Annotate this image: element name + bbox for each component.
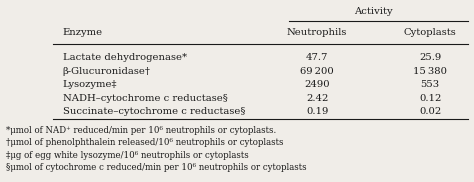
Text: NADH–cytochrome c reductase§: NADH–cytochrome c reductase§ <box>63 94 228 103</box>
Text: 47.7: 47.7 <box>306 53 328 62</box>
Text: Succinate–cytochrome c reductase§: Succinate–cytochrome c reductase§ <box>63 107 245 116</box>
Text: Lactate dehydrogenase*: Lactate dehydrogenase* <box>63 53 187 62</box>
Text: Activity: Activity <box>355 7 393 16</box>
Text: 69 200: 69 200 <box>300 67 334 76</box>
Text: *μmol of NAD⁺ reduced/min per 10⁶ neutrophils or cytoplasts.: *μmol of NAD⁺ reduced/min per 10⁶ neutro… <box>6 126 276 135</box>
Text: 15 380: 15 380 <box>413 67 447 76</box>
Text: Enzyme: Enzyme <box>63 28 103 37</box>
Text: 25.9: 25.9 <box>419 53 441 62</box>
Text: ‡μg of egg white lysozyme/10⁶ neutrophils or cytoplasts: ‡μg of egg white lysozyme/10⁶ neutrophil… <box>6 151 249 160</box>
Text: β-Glucuronidase†: β-Glucuronidase† <box>63 67 151 76</box>
Text: †μmol of phenolphthalein released/10⁶ neutrophils or cytoplasts: †μmol of phenolphthalein released/10⁶ ne… <box>6 139 283 147</box>
Text: 0.02: 0.02 <box>419 107 441 116</box>
Text: 2.42: 2.42 <box>306 94 328 103</box>
Text: Lysozyme‡: Lysozyme‡ <box>63 80 117 89</box>
Text: 0.12: 0.12 <box>419 94 441 103</box>
Text: 0.19: 0.19 <box>306 107 328 116</box>
Text: 553: 553 <box>420 80 440 89</box>
Text: Neutrophils: Neutrophils <box>287 28 347 37</box>
Text: 2490: 2490 <box>304 80 330 89</box>
Text: Cytoplasts: Cytoplasts <box>404 28 456 37</box>
Text: §μmol of cytochrome c reduced/min per 10⁶ neutrophils or cytoplasts: §μmol of cytochrome c reduced/min per 10… <box>6 163 307 172</box>
